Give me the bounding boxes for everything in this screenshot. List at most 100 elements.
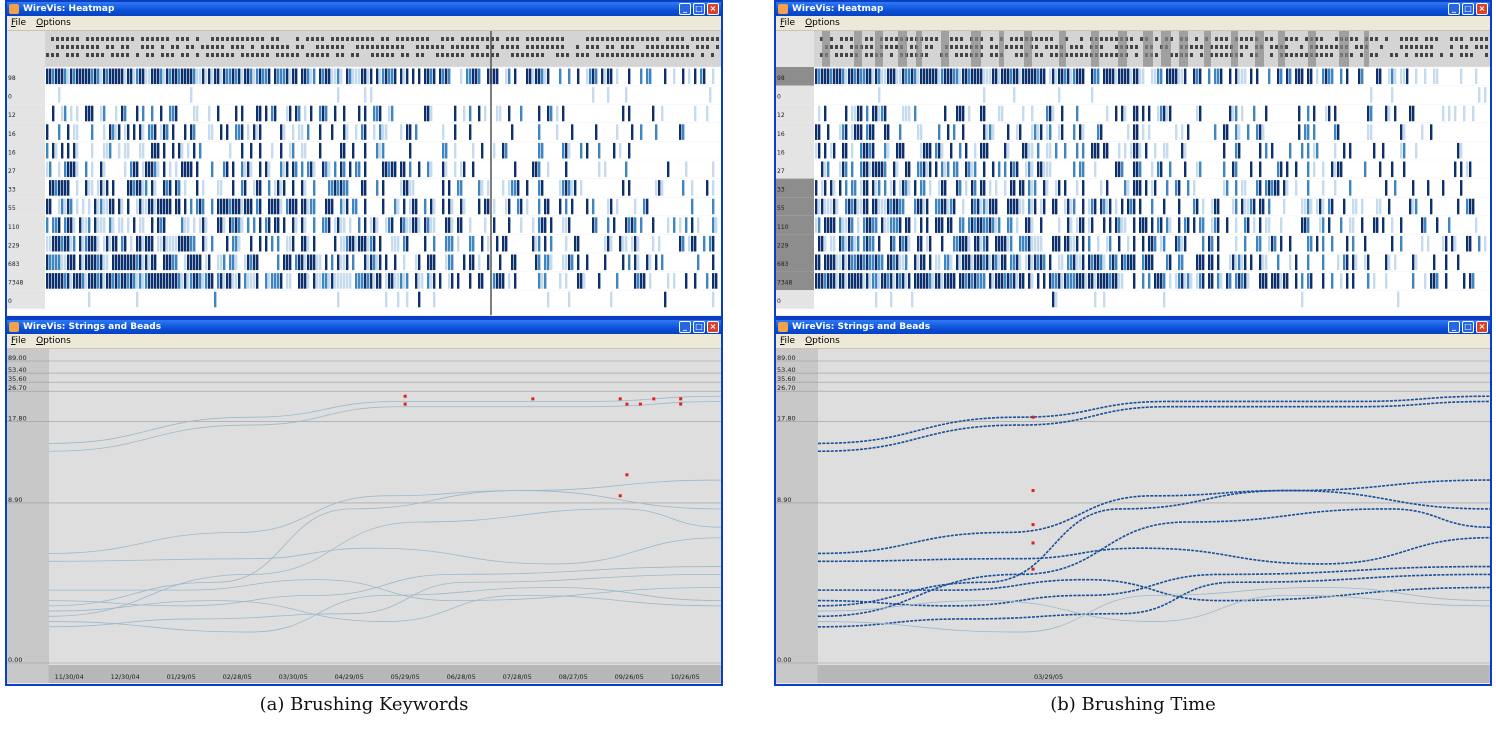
bead[interactable]	[625, 473, 629, 477]
heatmap-cell	[226, 124, 229, 140]
maximize-button[interactable]: □	[1462, 3, 1474, 15]
maximize-button[interactable]: □	[693, 3, 705, 15]
maximize-button[interactable]: □	[693, 321, 705, 333]
heatmap-row-header[interactable]	[776, 160, 814, 179]
heatmap-row-header[interactable]	[776, 141, 814, 160]
string-line[interactable]	[817, 400, 1491, 453]
bead[interactable]	[1031, 541, 1035, 545]
minimize-button[interactable]: _	[1448, 3, 1460, 15]
strings-titlebar[interactable]: WireVis: Strings and Beads _ □ ×	[776, 320, 1490, 334]
string-line[interactable]	[48, 479, 722, 607]
string-line[interactable]	[817, 565, 1491, 607]
bead[interactable]	[679, 402, 683, 406]
heatmap-row-header[interactable]	[7, 67, 45, 86]
string-line[interactable]	[48, 594, 722, 622]
bead[interactable]	[403, 402, 407, 406]
string-line[interactable]	[817, 587, 1491, 633]
bead[interactable]	[531, 397, 535, 401]
minimize-button[interactable]: _	[679, 321, 691, 333]
close-button[interactable]: ×	[707, 321, 719, 333]
heatmap-row-header[interactable]	[7, 197, 45, 216]
string-line[interactable]	[48, 395, 722, 444]
heatmap-row-header[interactable]	[776, 104, 814, 123]
strings-canvas[interactable]: 89.0053.4035.6026.7017.808.900.0011/30/0…	[7, 349, 722, 683]
menu-options[interactable]: Options	[36, 18, 71, 28]
heatmap-row-header[interactable]	[776, 234, 814, 253]
bead[interactable]	[1031, 567, 1035, 571]
maximize-button[interactable]: □	[1462, 321, 1474, 333]
bead[interactable]	[679, 397, 683, 401]
bead[interactable]	[1031, 415, 1035, 419]
menu-options[interactable]: Options	[36, 336, 71, 346]
string-line[interactable]	[817, 536, 1491, 565]
heatmap-row-header[interactable]	[776, 122, 814, 142]
heatmap-row-header[interactable]	[7, 271, 45, 291]
string-line[interactable]	[48, 566, 722, 607]
string-line[interactable]	[817, 489, 1491, 555]
string-line[interactable]	[48, 537, 722, 565]
string-line[interactable]	[817, 395, 1491, 445]
menu-file[interactable]: File	[11, 18, 27, 28]
heatmap-row-header[interactable]	[776, 290, 814, 309]
minimize-button[interactable]: _	[1448, 321, 1460, 333]
bead[interactable]	[1031, 489, 1035, 493]
bead[interactable]	[618, 397, 622, 401]
close-button[interactable]: ×	[707, 3, 719, 15]
heatmap-row-header[interactable]	[7, 141, 45, 160]
string-line[interactable]	[817, 578, 1491, 602]
string-line[interactable]	[48, 490, 722, 554]
heatmap-row-header[interactable]	[7, 253, 45, 272]
string-line[interactable]	[48, 579, 722, 602]
heatmap-row-header[interactable]	[776, 253, 814, 272]
heatmap-cell	[118, 198, 121, 215]
bead[interactable]	[652, 397, 656, 401]
string-line[interactable]	[817, 479, 1491, 607]
close-button[interactable]: ×	[1476, 321, 1488, 333]
heatmap-row-header[interactable]	[7, 215, 45, 235]
heatmap-row-header[interactable]	[776, 215, 814, 235]
bead[interactable]	[1031, 523, 1035, 527]
menu-options[interactable]: Options	[805, 18, 840, 28]
heatmap-row-header[interactable]	[776, 85, 814, 105]
heatmap-row-header[interactable]	[776, 67, 814, 86]
heatmap-row-header[interactable]	[7, 178, 45, 198]
menu-file[interactable]: File	[780, 336, 796, 346]
heatmap-row-header[interactable]	[7, 104, 45, 123]
string-line[interactable]	[48, 401, 722, 452]
menu-file[interactable]: File	[780, 18, 796, 28]
heatmap-row-header[interactable]	[776, 178, 814, 198]
heatmap-row-header[interactable]	[7, 122, 45, 142]
header-glyph	[1250, 53, 1253, 57]
bead[interactable]	[625, 402, 629, 406]
heatmap-cell	[1361, 68, 1364, 85]
menu-file[interactable]: File	[11, 336, 27, 346]
heatmap-cell	[181, 142, 184, 159]
heatmap-row-header[interactable]	[7, 160, 45, 179]
heatmap-row-header[interactable]	[776, 271, 814, 291]
heatmap-row-header[interactable]	[7, 234, 45, 253]
menu-options[interactable]: Options	[805, 336, 840, 346]
string-line[interactable]	[817, 594, 1491, 622]
heatmap-row-header[interactable]	[776, 197, 814, 216]
bead[interactable]	[403, 394, 407, 398]
heatmap-row-header[interactable]	[7, 290, 45, 309]
string-line[interactable]	[48, 574, 722, 628]
string-line[interactable]	[48, 587, 722, 633]
heatmap-cell	[469, 68, 472, 85]
heatmap-row-header[interactable]	[7, 85, 45, 105]
strings-titlebar[interactable]: WireVis: Strings and Beads _ □ ×	[7, 320, 721, 334]
heatmap-cell	[1082, 217, 1085, 233]
heatmap-titlebar[interactable]: WireVis: Heatmap _ □ ×	[7, 2, 721, 16]
minimize-button[interactable]: _	[679, 3, 691, 15]
header-glyph	[626, 37, 629, 41]
string-line[interactable]	[817, 573, 1491, 628]
close-button[interactable]: ×	[1476, 3, 1488, 15]
bead[interactable]	[638, 402, 642, 406]
strings-canvas[interactable]: 89.0053.4035.6026.7017.808.900.0003/29/0…	[776, 349, 1491, 683]
heatmap-titlebar[interactable]: WireVis: Heatmap _ □ ×	[776, 2, 1490, 16]
string-line[interactable]	[48, 508, 722, 617]
string-line[interactable]	[817, 508, 1491, 618]
bead[interactable]	[618, 494, 622, 498]
